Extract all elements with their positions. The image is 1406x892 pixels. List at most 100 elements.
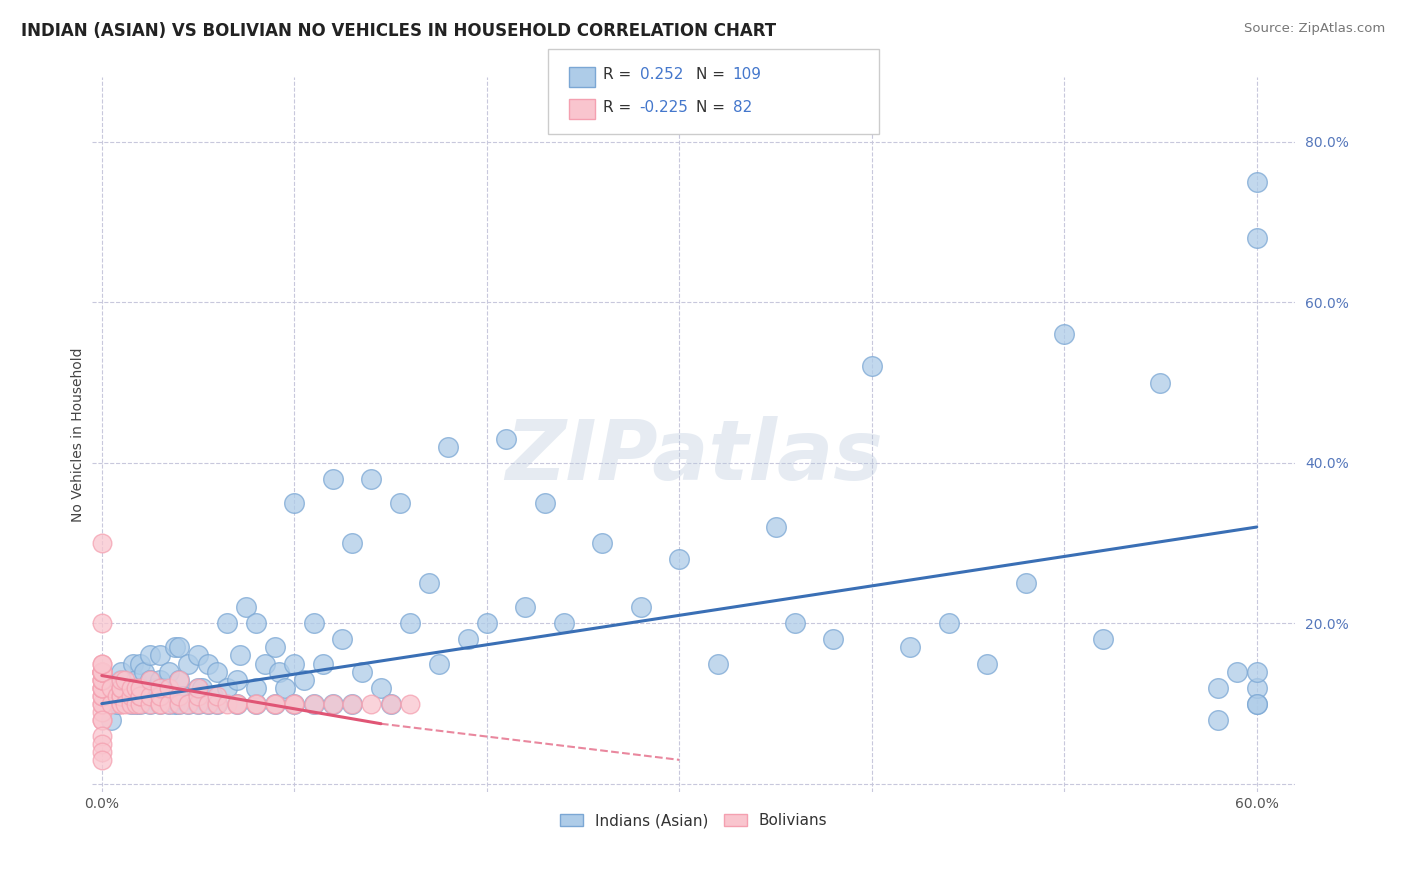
Bolivians	[225, 697, 247, 711]
Indians (Asian)	[121, 657, 143, 671]
Bolivians	[90, 657, 112, 671]
Bolivians	[187, 681, 209, 695]
Indians (Asian)	[148, 648, 170, 663]
Indians (Asian)	[302, 616, 325, 631]
Indians (Asian)	[360, 472, 382, 486]
Bolivians	[100, 697, 122, 711]
Bolivians	[264, 697, 287, 711]
Indians (Asian)	[823, 632, 845, 647]
Bolivians	[148, 681, 170, 695]
Indians (Asian)	[167, 673, 190, 687]
Bolivians	[283, 697, 305, 711]
Indians (Asian)	[110, 673, 132, 687]
Indians (Asian)	[553, 616, 575, 631]
Bolivians	[167, 673, 190, 687]
Bolivians	[245, 697, 267, 711]
Bolivians	[340, 697, 363, 711]
Indians (Asian)	[229, 648, 252, 663]
Bolivians	[264, 697, 287, 711]
Indians (Asian)	[475, 616, 498, 631]
Bolivians	[129, 697, 152, 711]
Bolivians	[120, 697, 142, 711]
Bolivians	[157, 681, 180, 695]
Legend: Indians (Asian), Bolivians: Indians (Asian), Bolivians	[554, 807, 834, 834]
Indians (Asian)	[202, 689, 225, 703]
Indians (Asian)	[139, 697, 162, 711]
Indians (Asian)	[134, 665, 156, 679]
Indians (Asian)	[225, 673, 247, 687]
Bolivians	[90, 681, 112, 695]
Indians (Asian)	[163, 640, 186, 655]
Indians (Asian)	[1149, 376, 1171, 390]
Indians (Asian)	[1246, 681, 1268, 695]
Y-axis label: No Vehicles in Household: No Vehicles in Household	[72, 348, 86, 522]
Indians (Asian)	[110, 665, 132, 679]
Indians (Asian)	[1246, 665, 1268, 679]
Text: -0.225: -0.225	[640, 100, 689, 114]
Indians (Asian)	[254, 657, 277, 671]
Indians (Asian)	[245, 681, 267, 695]
Indians (Asian)	[215, 616, 238, 631]
Bolivians	[187, 697, 209, 711]
Bolivians	[114, 697, 136, 711]
Indians (Asian)	[163, 697, 186, 711]
Indians (Asian)	[110, 681, 132, 695]
Indians (Asian)	[457, 632, 479, 647]
Indians (Asian)	[125, 673, 148, 687]
Indians (Asian)	[167, 640, 190, 655]
Indians (Asian)	[105, 697, 128, 711]
Indians (Asian)	[630, 600, 652, 615]
Indians (Asian)	[1206, 713, 1229, 727]
Bolivians	[90, 673, 112, 687]
Indians (Asian)	[283, 697, 305, 711]
Indians (Asian)	[765, 520, 787, 534]
Indians (Asian)	[1226, 665, 1249, 679]
Bolivians	[90, 665, 112, 679]
Bolivians	[90, 665, 112, 679]
Text: N =: N =	[696, 68, 725, 82]
Bolivians	[207, 689, 229, 703]
Bolivians	[110, 681, 132, 695]
Bolivians	[322, 697, 344, 711]
Text: ZIPatlas: ZIPatlas	[505, 416, 883, 497]
Indians (Asian)	[976, 657, 998, 671]
Indians (Asian)	[668, 552, 690, 566]
Bolivians	[90, 705, 112, 719]
Indians (Asian)	[172, 689, 194, 703]
Bolivians	[90, 729, 112, 743]
Indians (Asian)	[380, 697, 402, 711]
Bolivians	[167, 689, 190, 703]
Bolivians	[139, 697, 162, 711]
Indians (Asian)	[264, 640, 287, 655]
Indians (Asian)	[157, 697, 180, 711]
Bolivians	[139, 689, 162, 703]
Indians (Asian)	[264, 697, 287, 711]
Indians (Asian)	[340, 697, 363, 711]
Bolivians	[245, 697, 267, 711]
Bolivians	[90, 689, 112, 703]
Indians (Asian)	[783, 616, 806, 631]
Bolivians	[167, 697, 190, 711]
Text: 109: 109	[733, 68, 762, 82]
Text: INDIAN (ASIAN) VS BOLIVIAN NO VEHICLES IN HOUSEHOLD CORRELATION CHART: INDIAN (ASIAN) VS BOLIVIAN NO VEHICLES I…	[21, 22, 776, 40]
Text: 82: 82	[733, 100, 752, 114]
Indians (Asian)	[177, 657, 200, 671]
Bolivians	[129, 681, 152, 695]
Indians (Asian)	[245, 616, 267, 631]
Indians (Asian)	[145, 681, 167, 695]
Bolivians	[90, 713, 112, 727]
Indians (Asian)	[207, 665, 229, 679]
Bolivians	[110, 697, 132, 711]
Bolivians	[90, 737, 112, 751]
Indians (Asian)	[225, 697, 247, 711]
Bolivians	[90, 753, 112, 767]
Indians (Asian)	[302, 697, 325, 711]
Indians (Asian)	[129, 681, 152, 695]
Bolivians	[187, 689, 209, 703]
Bolivians	[129, 689, 152, 703]
Indians (Asian)	[340, 536, 363, 550]
Indians (Asian)	[283, 657, 305, 671]
Indians (Asian)	[938, 616, 960, 631]
Bolivians	[90, 536, 112, 550]
Bolivians	[90, 713, 112, 727]
